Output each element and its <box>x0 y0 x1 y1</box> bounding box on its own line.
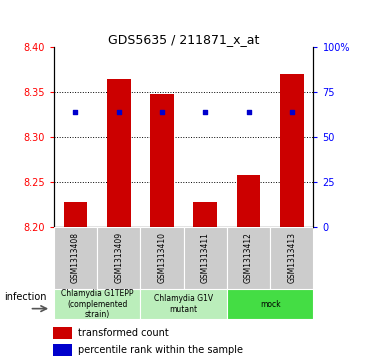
Text: GSM1313411: GSM1313411 <box>201 232 210 283</box>
Bar <box>193 202 217 227</box>
Bar <box>54 227 97 289</box>
Bar <box>237 175 260 227</box>
Text: GSM1313408: GSM1313408 <box>71 232 80 283</box>
Title: GDS5635 / 211871_x_at: GDS5635 / 211871_x_at <box>108 33 259 46</box>
Bar <box>150 94 174 227</box>
Point <box>72 109 78 115</box>
Bar <box>270 227 313 289</box>
Point <box>202 109 208 115</box>
Bar <box>227 227 270 289</box>
Text: GSM1313410: GSM1313410 <box>158 232 167 283</box>
Text: Chlamydia G1V
mutant: Chlamydia G1V mutant <box>154 294 213 314</box>
Text: GSM1313413: GSM1313413 <box>288 232 296 283</box>
Bar <box>280 74 304 227</box>
Text: transformed count: transformed count <box>78 328 169 338</box>
Bar <box>140 227 184 289</box>
Bar <box>63 202 87 227</box>
Text: Chlamydia G1TEPP
(complemented
strain): Chlamydia G1TEPP (complemented strain) <box>61 289 133 319</box>
Text: mock: mock <box>260 299 280 309</box>
Bar <box>54 289 140 319</box>
Point <box>116 109 122 115</box>
Bar <box>140 289 227 319</box>
Text: infection: infection <box>4 292 47 302</box>
Bar <box>227 289 313 319</box>
Bar <box>184 227 227 289</box>
Bar <box>53 344 72 356</box>
Bar <box>97 227 140 289</box>
Text: GSM1313412: GSM1313412 <box>244 232 253 283</box>
Text: GSM1313409: GSM1313409 <box>114 232 123 283</box>
Point <box>289 109 295 115</box>
Point <box>246 109 252 115</box>
Bar <box>107 79 131 227</box>
Text: percentile rank within the sample: percentile rank within the sample <box>78 345 243 355</box>
Bar <box>53 327 72 339</box>
Point <box>159 109 165 115</box>
